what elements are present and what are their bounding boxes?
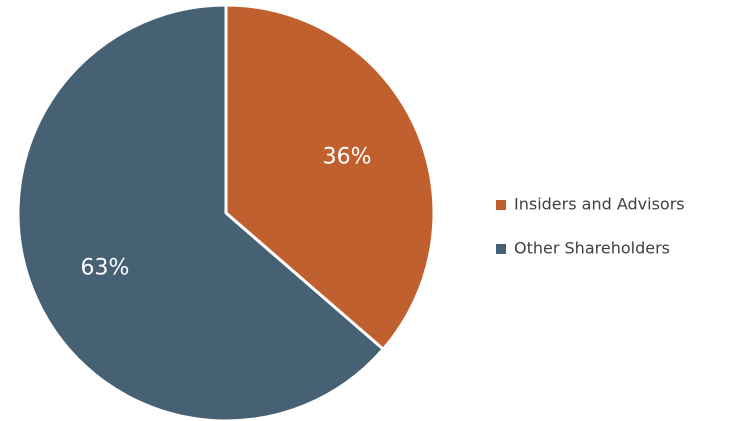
legend-item-2: Other Shareholders [496,239,670,258]
legend-swatch-1 [496,200,506,210]
pie-slice-2 [16,3,385,421]
pie-slices [16,3,436,421]
pie-slice-label-2: 63% [80,255,129,280]
pie-slice-1 [224,3,436,351]
pie-data-labels: 36% 63% [80,145,371,281]
pie-slice-label-1: 36% [323,145,372,170]
legend-swatch-2 [496,244,506,254]
legend: Insiders and Advisors Other Shareholders [496,195,685,258]
legend-label-2: Other Shareholders [514,239,670,258]
legend-item-1: Insiders and Advisors [496,195,685,214]
legend-label-1: Insiders and Advisors [514,195,685,214]
